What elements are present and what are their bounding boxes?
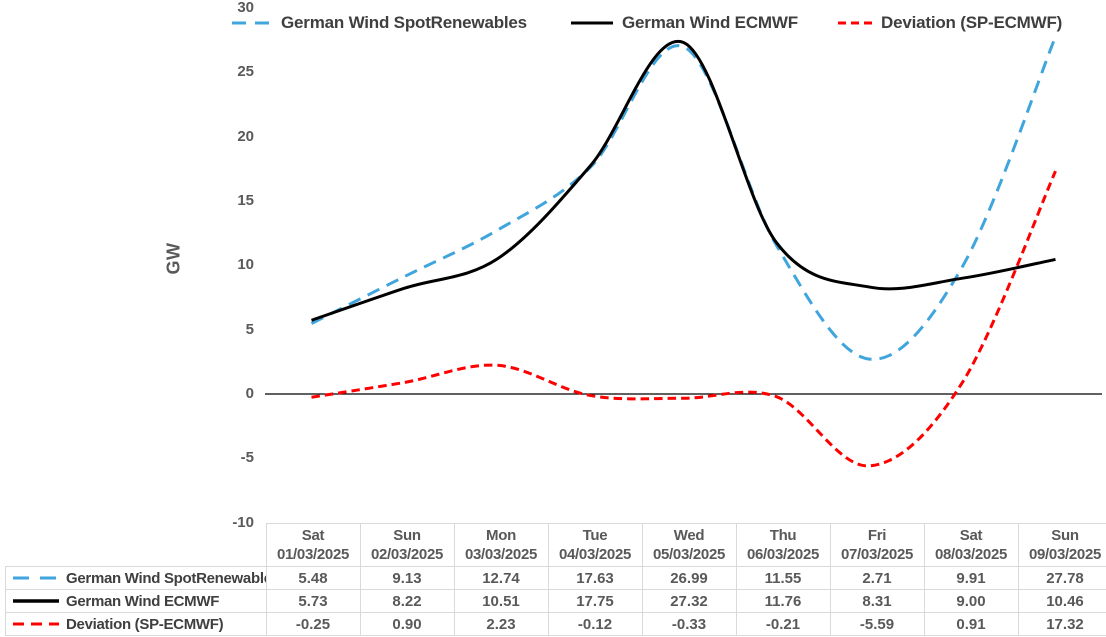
table-date-header: Sat 01/03/2025 [265, 523, 361, 567]
table-date-label: 01/03/2025 [276, 546, 350, 563]
table-value-cell: 9.91 [923, 566, 1019, 590]
table-value-cell: -5.59 [829, 612, 925, 636]
table-date-label: 06/03/2025 [746, 546, 820, 563]
y-tick-label: 10 [237, 256, 254, 274]
table-series-name: Deviation (SP-ECMWF) [66, 615, 224, 633]
y-tick-label: 0 [245, 385, 254, 402]
table-day-label: Mon [486, 527, 516, 544]
y-tick-label: 20 [237, 127, 254, 145]
table-date-header: Fri 07/03/2025 [829, 523, 925, 567]
table-date-header: Mon 03/03/2025 [453, 523, 549, 567]
table-date-header: Wed 05/03/2025 [641, 523, 737, 567]
table-value-cell: 2.23 [453, 612, 549, 636]
y-tick-label: -5 [240, 449, 254, 467]
table-day-label: Fri [867, 527, 887, 544]
table-value-cell: 17.75 [547, 589, 643, 613]
y-tick-label: 5 [245, 320, 254, 338]
table-value-cell: 11.76 [735, 589, 831, 613]
legend-key-solid-black-icon [571, 21, 613, 25]
table-series-key-icon [13, 576, 59, 580]
table-day-label: Tue [582, 527, 608, 544]
table-value-cell: 10.51 [453, 589, 549, 613]
table-row: German Wind SpotRenewables 5.48 9.13 12.74 1… [5, 566, 1106, 590]
table-value-cell: 27.78 [1017, 566, 1106, 590]
table-day-label: Sun [393, 527, 421, 544]
table-date-label: 03/03/2025 [464, 546, 538, 563]
table-day-label: Sun [1051, 527, 1079, 544]
table-value-cell: 12.74 [453, 566, 549, 590]
data-table: Sat 01/03/2025 Sun 02/03/2025 Mon 03/03/2025 T… [5, 523, 1106, 636]
table-day-label: Wed [673, 527, 705, 544]
series-line-2 [311, 170, 1057, 468]
table-row: German Wind ECMWF 5.73 8.22 10.51 17.75 27.32… [5, 589, 1106, 613]
series-line-0 [310, 36, 1057, 361]
table-value-cell: 2.71 [829, 566, 925, 590]
y-tick-label: 25 [237, 63, 254, 81]
table-series-label-cell: German Wind ECMWF [5, 589, 267, 613]
legend-label-deviation: Deviation (SP-ECMWF) [881, 13, 1063, 32]
table-date-header: Tue 04/03/2025 [547, 523, 643, 567]
table-value-cell: -0.12 [547, 612, 643, 636]
table-value-cell: 0.91 [923, 612, 1019, 636]
legend-item-ecmwf: German Wind ECMWF [571, 11, 798, 35]
table-value-cell: 0.90 [359, 612, 455, 636]
table-value-cell: 9.00 [923, 589, 1019, 613]
table-date-label: 08/03/2025 [934, 546, 1008, 563]
table-value-cell: 5.48 [265, 566, 361, 590]
table-corner-cell [5, 523, 267, 567]
table-value-cell: 27.32 [641, 589, 737, 613]
series-line-1 [311, 39, 1056, 322]
y-tick-label: 15 [237, 192, 254, 209]
table-day-label: Sat [959, 527, 983, 544]
table-value-cell: 17.63 [547, 566, 643, 590]
data-table-header: Sat 01/03/2025 Sun 02/03/2025 Mon 03/03/2025 T… [5, 523, 1106, 567]
table-value-cell: 8.22 [359, 589, 455, 613]
legend-label-spotrenewables: German Wind SpotRenewables [281, 13, 527, 32]
y-tick-label: 30 [237, 0, 254, 16]
table-series-label-cell: German Wind SpotRenewables [5, 566, 267, 590]
table-value-cell: -0.21 [735, 612, 831, 636]
table-value-cell: 17.32 [1017, 612, 1106, 636]
table-series-key-icon [13, 622, 59, 626]
table-series-name: German Wind ECMWF [66, 592, 220, 610]
table-value-cell: 8.31 [829, 589, 925, 613]
plot-area [265, 36, 1102, 468]
table-date-header: Sun 09/03/2025 [1017, 523, 1106, 567]
table-date-label: 02/03/2025 [370, 546, 444, 563]
table-day-label: Sat [301, 527, 325, 544]
legend-label-ecmwf: German Wind ECMWF [622, 13, 798, 32]
legend-key-dashed-red-icon [838, 21, 872, 25]
table-date-header: Thu 06/03/2025 [735, 523, 831, 567]
table-series-label-cell: Deviation (SP-ECMWF) [5, 612, 267, 636]
table-value-cell: 11.55 [735, 566, 831, 590]
table-date-label: 09/03/2025 [1028, 546, 1102, 563]
table-date-header: Sat 08/03/2025 [923, 523, 1019, 567]
table-value-cell: -0.33 [641, 612, 737, 636]
table-value-cell: 5.73 [265, 589, 361, 613]
table-date-label: 04/03/2025 [558, 546, 632, 563]
legend-item-deviation: Deviation (SP-ECMWF) [838, 11, 1062, 35]
table-value-cell: 10.46 [1017, 589, 1106, 613]
table-day-label: Thu [769, 527, 797, 544]
table-date-label: 07/03/2025 [840, 546, 914, 563]
legend-key-dashed-blue-icon [232, 21, 272, 25]
table-series-key-icon [13, 599, 59, 603]
table-value-cell: 9.13 [359, 566, 455, 590]
table-value-cell: 26.99 [641, 566, 737, 590]
table-row: Deviation (SP-ECMWF) -0.25 0.90 2.23 -0.12 -0… [5, 612, 1106, 636]
table-date-label: 05/03/2025 [652, 546, 726, 563]
table-date-header: Sun 02/03/2025 [359, 523, 455, 567]
table-series-name: German Wind SpotRenewables [66, 569, 266, 587]
table-value-cell: -0.25 [265, 612, 361, 636]
legend-item-spotrenewables: German Wind SpotRenewables [232, 11, 527, 35]
